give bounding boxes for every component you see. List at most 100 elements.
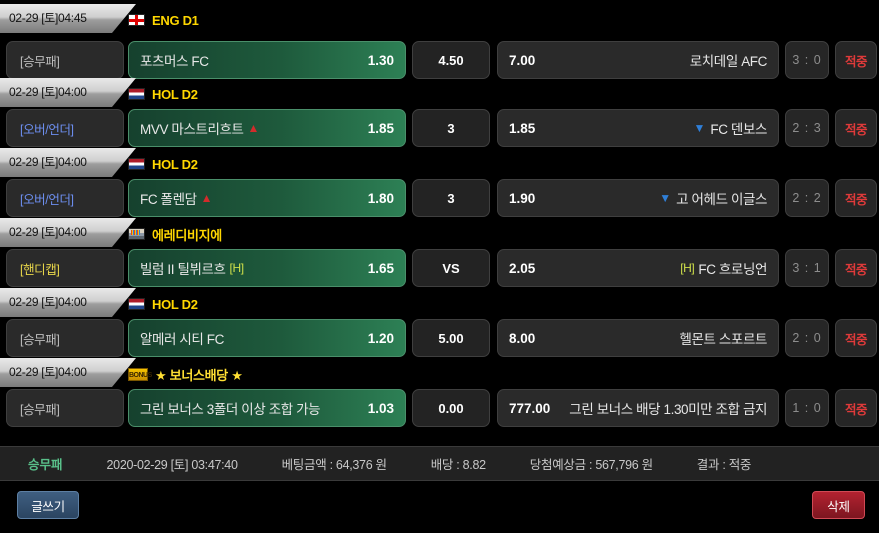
home-odds: 1.20 [367, 330, 394, 346]
match-row: [승무패] 포츠머스 FC 1.30 4.50 7.00 로치데일 AFC 3 : 0 적중 [0, 41, 879, 79]
league-header: HOL D2 [128, 80, 198, 108]
match-datetime-tab: 02-29 [토]04:00 [0, 358, 136, 387]
away-selection-cell[interactable]: 8.00 헬몬트 스포르트 [497, 319, 779, 357]
market-type-label: [승무패] [20, 402, 60, 417]
league-name: ★ 보너스배당 ★ [155, 367, 243, 383]
league-name: HOL D2 [152, 156, 198, 172]
match-result: 적중 [844, 122, 868, 137]
home-handicap-marker: [H] [229, 261, 245, 275]
home-team-name: 빌럼 II 틸뷔르흐 [H] [140, 261, 245, 277]
eredivisie-logo-icon [128, 228, 145, 240]
match-score: 3 : 1 [792, 261, 822, 275]
away-odds: 7.00 [509, 52, 536, 68]
match-row: [오버/언더] FC 폴렌담 ▲ 1.80 3 1.90 ▼ 고 어헤드 이글스 2 : 2 적… [0, 179, 879, 217]
summary-bet-type: 승무패 [28, 458, 63, 472]
match-row: [핸디캡] 빌럼 II 틸뷔르흐 [H] 1.65 VS 2.05 [H] FC 흐로닝… [0, 249, 879, 287]
home-selection-cell[interactable]: 그린 보너스 3폴더 이상 조합 가능 1.03 [128, 389, 406, 427]
home-selection-cell[interactable]: FC 폴렌담 ▲ 1.80 [128, 179, 406, 217]
home-odds: 1.30 [367, 52, 394, 68]
match-score: 2 : 0 [792, 331, 822, 345]
market-type-cell: [오버/언더] [6, 179, 124, 217]
match-result-cell: 적중 [835, 249, 877, 287]
home-team-name: MVV 마스트리흐트 ▲ [140, 121, 260, 137]
market-type-label: [오버/언더] [20, 122, 74, 137]
match-block: 02-29 [토]04:45 ENG D1 [승무패] 포츠머스 FC 1.30 4.5… [0, 0, 879, 79]
match-score-cell: 2 : 3 [785, 109, 829, 147]
away-team-group: 그린 보너스 배당 1.30미만 조합 금지 [569, 398, 767, 418]
match-result: 적중 [844, 54, 868, 69]
match-datetime-tab: 02-29 [토]04:00 [0, 78, 136, 107]
draw-selection-cell[interactable]: VS [412, 249, 490, 287]
eng-flag-icon [128, 14, 145, 26]
draw-odds: VS [442, 260, 460, 276]
write-post-button[interactable]: 글쓰기 [17, 491, 79, 519]
match-datetime-tab: 02-29 [토]04:00 [0, 288, 136, 317]
match-score-cell: 2 : 0 [785, 319, 829, 357]
match-score: 2 : 3 [792, 121, 822, 135]
away-handicap-marker: [H] [680, 261, 695, 275]
home-selection-cell[interactable]: 알메러 시티 FC 1.20 [128, 319, 406, 357]
delete-button[interactable]: 삭제 [812, 491, 865, 519]
odds-up-arrow-icon: ▲ [247, 121, 260, 135]
summary-timestamp: 2020-02-29 [토] 03:47:40 [106, 458, 238, 472]
market-type-cell: [승무패] [6, 41, 124, 79]
match-result-cell: 적중 [835, 389, 877, 427]
summary-payout: 당첨예상금 : 567,796 원 [529, 458, 653, 472]
match-result-cell: 적중 [835, 319, 877, 357]
match-result-cell: 적중 [835, 179, 877, 217]
match-datetime-tab: 02-29 [토]04:45 [0, 4, 136, 33]
match-block: 02-29 [토]04:00 BONUS ★ 보너스배당 ★ [승무패] 그린 보너스 … [0, 358, 879, 428]
away-selection-cell[interactable]: 1.90 ▼ 고 어헤드 이글스 [497, 179, 779, 217]
away-selection-cell[interactable]: 1.85 ▼ FC 덴보스 [497, 109, 779, 147]
draw-odds: 5.00 [438, 330, 464, 346]
hol-flag-icon [128, 158, 145, 170]
match-score-cell: 3 : 1 [785, 249, 829, 287]
away-team-group: ▼ 고 어헤드 이글스 [659, 188, 767, 208]
home-selection-cell[interactable]: 포츠머스 FC 1.30 [128, 41, 406, 79]
match-score-cell: 3 : 0 [785, 41, 829, 79]
odds-up-arrow-icon: ▲ [200, 191, 213, 205]
home-selection-cell[interactable]: 빌럼 II 틸뷔르흐 [H] 1.65 [128, 249, 406, 287]
match-row: [승무패] 그린 보너스 3폴더 이상 조합 가능 1.03 0.00 777.00 그… [0, 389, 879, 427]
league-name: ENG D1 [152, 12, 199, 28]
away-team-group: ▼ FC 덴보스 [694, 118, 768, 138]
home-team-name: 그린 보너스 3폴더 이상 조합 가능 [140, 402, 321, 417]
odds-down-arrow-icon: ▼ [693, 121, 706, 135]
league-name: HOL D2 [152, 296, 198, 312]
match-score: 1 : 0 [792, 401, 822, 415]
home-odds: 1.65 [367, 260, 394, 276]
away-selection-cell[interactable]: 2.05 [H] FC 흐로닝언 [497, 249, 779, 287]
away-selection-cell[interactable]: 777.00 그린 보너스 배당 1.30미만 조합 금지 [497, 389, 779, 427]
match-score: 2 : 2 [792, 191, 822, 205]
league-name: HOL D2 [152, 86, 198, 102]
odds-down-arrow-icon: ▼ [659, 191, 672, 205]
away-team-group: 헬몬트 스포르트 [680, 328, 768, 348]
away-team-name: 헬몬트 스포르트 [679, 332, 768, 347]
away-odds: 1.90 [509, 190, 536, 206]
summary-total-odds: 배당 : 8.82 [430, 458, 486, 472]
match-block: 02-29 [토]04:00 HOL D2 [오버/언더] FC 폴렌담 ▲ 1.80 3… [0, 148, 879, 218]
away-team-group: [H] FC 흐로닝언 [680, 258, 767, 278]
market-type-cell: [핸디캡] [6, 249, 124, 287]
home-team-name: FC 폴렌담 ▲ [140, 191, 213, 207]
bonus-badge-icon: BONUS [128, 367, 152, 381]
match-datetime-tab: 02-29 [토]04:00 [0, 148, 136, 177]
league-name: 에레디비지에 [152, 227, 222, 243]
draw-selection-cell[interactable]: 0.00 [412, 389, 490, 427]
draw-selection-cell[interactable]: 4.50 [412, 41, 490, 79]
away-selection-cell[interactable]: 7.00 로치데일 AFC [497, 41, 779, 79]
league-header: ENG D1 [128, 6, 199, 34]
league-header: HOL D2 [128, 290, 198, 318]
hol-flag-icon [128, 298, 145, 310]
away-odds: 1.85 [509, 120, 536, 136]
draw-selection-cell[interactable]: 3 [412, 109, 490, 147]
draw-selection-cell[interactable]: 3 [412, 179, 490, 217]
home-selection-cell[interactable]: MVV 마스트리흐트 ▲ 1.85 [128, 109, 406, 147]
home-team-name: 포츠머스 FC [140, 54, 209, 69]
league-header: 에레디비지에 [128, 220, 222, 248]
league-header: HOL D2 [128, 150, 198, 178]
match-result-cell: 적중 [835, 41, 877, 79]
market-type-cell: [오버/언더] [6, 109, 124, 147]
draw-selection-cell[interactable]: 5.00 [412, 319, 490, 357]
